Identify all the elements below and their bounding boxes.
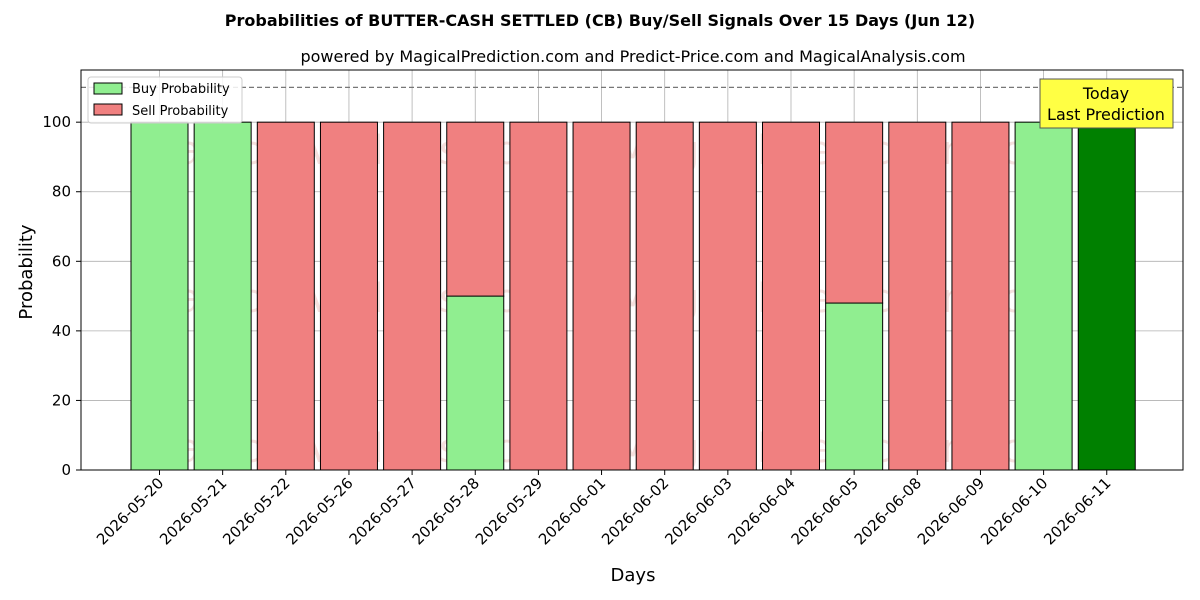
x-axis-ticks: 2026-05-202026-05-212026-05-222026-05-26… <box>93 470 1115 548</box>
y-tick-label: 80 <box>52 183 71 201</box>
x-tick-label: 2026-05-29 <box>472 474 546 548</box>
x-tick-label: 2026-06-10 <box>977 474 1051 548</box>
legend-box <box>87 76 243 124</box>
bar-sell <box>698 121 757 471</box>
bar-sell <box>825 121 884 304</box>
x-tick-label: 2026-05-28 <box>409 474 483 548</box>
bar-buy <box>1077 121 1136 471</box>
x-tick-label: 2026-06-11 <box>1040 474 1114 548</box>
plot-frame <box>80 69 1184 471</box>
x-tick-label: 2026-05-27 <box>346 474 420 548</box>
x-tick-label: 2026-05-21 <box>156 474 230 548</box>
bar-sell <box>256 121 315 471</box>
x-axis-label: Days <box>611 565 656 586</box>
bar-sell <box>383 121 442 471</box>
x-tick-label: 2026-06-09 <box>914 474 988 548</box>
legend: Buy Probability Sell Probability <box>87 76 243 124</box>
y-tick-label: 0 <box>61 461 71 479</box>
chart-subtitle: powered by MagicalPrediction.com and Pre… <box>300 47 965 66</box>
legend-label-sell: Sell Probability <box>132 104 229 119</box>
bar-sell <box>951 121 1010 471</box>
legend-swatch-sell <box>93 103 123 116</box>
annotation-line-2: Last Prediction <box>1047 105 1165 124</box>
bar-buy <box>193 121 252 471</box>
chart-title: Probabilities of BUTTER-CASH SETTLED (CB… <box>225 11 976 30</box>
y-tick-label: 40 <box>52 322 71 340</box>
bar-buy <box>130 121 189 471</box>
x-tick-label: 2026-06-03 <box>661 474 735 548</box>
bar-buy <box>1014 121 1073 471</box>
bar-sell <box>446 121 505 297</box>
x-tick-label: 2026-06-05 <box>788 474 862 548</box>
y-tick-label: 60 <box>52 252 71 270</box>
bar-sell <box>888 121 947 471</box>
x-tick-label: 2026-06-02 <box>598 474 672 548</box>
bar-buy <box>446 295 505 471</box>
x-tick-label: 2026-05-26 <box>282 474 356 548</box>
x-tick-label: 2026-06-01 <box>535 474 609 548</box>
x-tick-label: 2026-06-04 <box>724 474 798 548</box>
y-axis-label: Probability <box>16 224 37 319</box>
bar-buy <box>825 302 884 471</box>
x-tick-label: 2026-06-08 <box>851 474 925 548</box>
legend-label-buy: Buy Probability <box>132 82 230 97</box>
today-annotation: Today Last Prediction <box>1039 78 1174 129</box>
bar-sell <box>762 121 820 471</box>
bar-sell <box>319 121 378 471</box>
bar-sell <box>635 121 694 471</box>
bar-sell <box>509 121 568 471</box>
y-axis-ticks: 0 20 40 60 80 100 <box>42 113 81 479</box>
bars <box>130 121 1136 471</box>
legend-swatch-buy <box>93 82 123 95</box>
x-tick-label: 2026-05-22 <box>219 474 293 548</box>
x-tick-label: 2026-05-20 <box>93 474 167 548</box>
y-tick-label: 20 <box>52 391 71 409</box>
annotation-line-1: Today <box>1082 84 1129 103</box>
bar-sell <box>572 121 631 471</box>
annotation-box <box>1039 78 1174 129</box>
y-tick-label: 100 <box>42 113 71 131</box>
